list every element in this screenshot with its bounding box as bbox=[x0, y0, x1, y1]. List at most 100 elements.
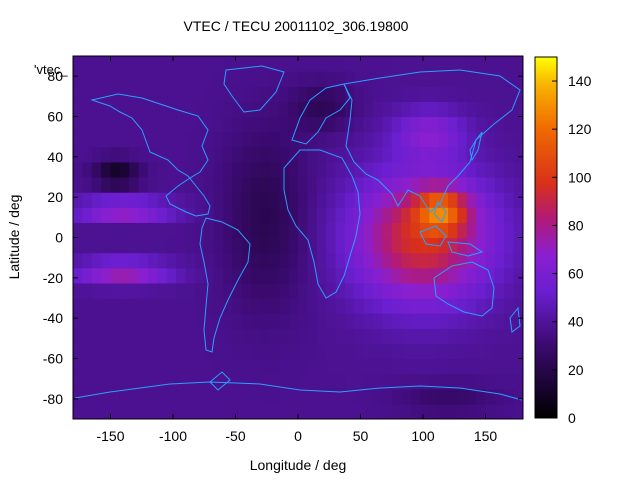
heatmap-cell bbox=[344, 86, 355, 102]
heatmap-cell bbox=[485, 373, 496, 390]
heatmap-cell bbox=[288, 86, 299, 102]
heatmap-cell bbox=[241, 192, 252, 208]
heatmap-cell bbox=[288, 177, 299, 193]
heatmap-cell bbox=[494, 86, 505, 102]
heatmap-cell bbox=[288, 146, 299, 163]
heatmap-cell bbox=[260, 237, 271, 254]
heatmap-cell bbox=[448, 207, 458, 223]
coastline-maritime-asia bbox=[419, 200, 484, 257]
heatmap-cell bbox=[185, 71, 196, 87]
heatmap-cell bbox=[438, 116, 449, 133]
heatmap-cell bbox=[401, 207, 412, 223]
heatmap-cell bbox=[194, 313, 205, 329]
heatmap-cell bbox=[138, 101, 149, 118]
heatmap-cell bbox=[157, 403, 168, 419]
heatmap-cell bbox=[485, 358, 496, 375]
heatmap-cell bbox=[185, 222, 196, 239]
heatmap-cell bbox=[241, 177, 252, 193]
heatmap-cell bbox=[260, 298, 271, 314]
heatmap-cell bbox=[335, 313, 346, 329]
heatmap-cell bbox=[298, 56, 308, 72]
heatmap-cell bbox=[344, 313, 355, 329]
heatmap-cell bbox=[157, 237, 168, 254]
heatmap-cell bbox=[335, 267, 346, 284]
heatmap-cell bbox=[157, 101, 168, 118]
heatmap-cell bbox=[288, 192, 299, 208]
heatmap-cell bbox=[298, 388, 308, 405]
heatmap-cell bbox=[101, 177, 112, 193]
heatmap-cell bbox=[457, 131, 468, 148]
heatmap-cell bbox=[213, 403, 224, 419]
heatmap-cell bbox=[476, 131, 487, 148]
heatmap-cell bbox=[373, 237, 383, 254]
heatmap-cell bbox=[204, 116, 215, 133]
heatmap-cell bbox=[251, 373, 262, 390]
heatmap-cell bbox=[438, 71, 449, 87]
heatmap-cell bbox=[316, 56, 327, 72]
heatmap-cell bbox=[176, 101, 187, 118]
heatmap-cell bbox=[185, 116, 196, 133]
heatmap-cell bbox=[176, 252, 187, 269]
heatmap-cell bbox=[185, 192, 196, 208]
heatmap-cell bbox=[307, 298, 318, 314]
heatmap-cell bbox=[241, 222, 252, 239]
heatmap-cell bbox=[157, 146, 168, 163]
heatmap-cell bbox=[138, 56, 149, 72]
heatmap-cell bbox=[382, 358, 393, 375]
heatmap-cell bbox=[279, 373, 290, 390]
heatmap-cell bbox=[101, 71, 112, 87]
y-tick-label: 20 bbox=[47, 189, 63, 205]
heatmap-cell bbox=[316, 116, 327, 133]
heatmap-cell bbox=[279, 222, 290, 239]
heatmap-cell bbox=[438, 343, 449, 360]
heatmap-cell bbox=[485, 403, 496, 419]
heatmap-cell bbox=[232, 252, 243, 269]
heatmap-cell bbox=[363, 222, 374, 239]
heatmap-cell bbox=[466, 373, 477, 390]
heatmap-cell bbox=[194, 192, 205, 208]
heatmap-cell bbox=[166, 101, 177, 118]
heatmap-cell bbox=[298, 116, 308, 133]
heatmap-cell bbox=[232, 131, 243, 148]
heatmap-cell bbox=[157, 282, 168, 299]
heatmap-cell bbox=[448, 388, 458, 405]
heatmap-cell bbox=[401, 313, 412, 329]
heatmap-cell bbox=[204, 328, 215, 344]
heatmap-cell bbox=[344, 222, 355, 239]
heatmap-cell bbox=[354, 192, 365, 208]
heatmap-cell bbox=[110, 403, 121, 419]
heatmap-cell bbox=[410, 131, 421, 148]
heatmap-cell bbox=[391, 373, 402, 390]
heatmap-cell bbox=[382, 86, 393, 102]
heatmap-cell bbox=[513, 388, 523, 405]
heatmap-cell bbox=[223, 56, 233, 72]
heatmap-cell bbox=[82, 373, 93, 390]
heatmap-cell bbox=[429, 177, 440, 193]
heatmap-cell bbox=[373, 358, 383, 375]
heatmap-cell bbox=[485, 56, 496, 72]
heatmap-cell bbox=[194, 146, 205, 163]
heatmap-cell bbox=[485, 267, 496, 284]
heatmap-cell bbox=[373, 131, 383, 148]
heatmap-cell bbox=[363, 56, 374, 72]
heatmap-cell bbox=[466, 86, 477, 102]
heatmap-cell bbox=[101, 403, 112, 419]
heatmap-cell bbox=[204, 207, 215, 223]
x-tick-label: -50 bbox=[225, 428, 245, 444]
heatmap-cell bbox=[307, 192, 318, 208]
heatmap-cell bbox=[176, 358, 187, 375]
heatmap-cell bbox=[298, 146, 308, 163]
heatmap-cell bbox=[513, 146, 523, 163]
heatmap-cell bbox=[91, 313, 102, 329]
heatmap-cell bbox=[223, 192, 233, 208]
heatmap-cell bbox=[438, 282, 449, 299]
heatmap-cell bbox=[326, 313, 337, 329]
heatmap-cell bbox=[466, 207, 477, 223]
heatmap-cell bbox=[448, 298, 458, 314]
heatmap-cell bbox=[466, 358, 477, 375]
heatmap-cell bbox=[373, 222, 383, 239]
heatmap-cell bbox=[213, 237, 224, 254]
heatmap-cell bbox=[438, 298, 449, 314]
heatmap-cell bbox=[148, 207, 158, 223]
heatmap-cell bbox=[476, 146, 487, 163]
